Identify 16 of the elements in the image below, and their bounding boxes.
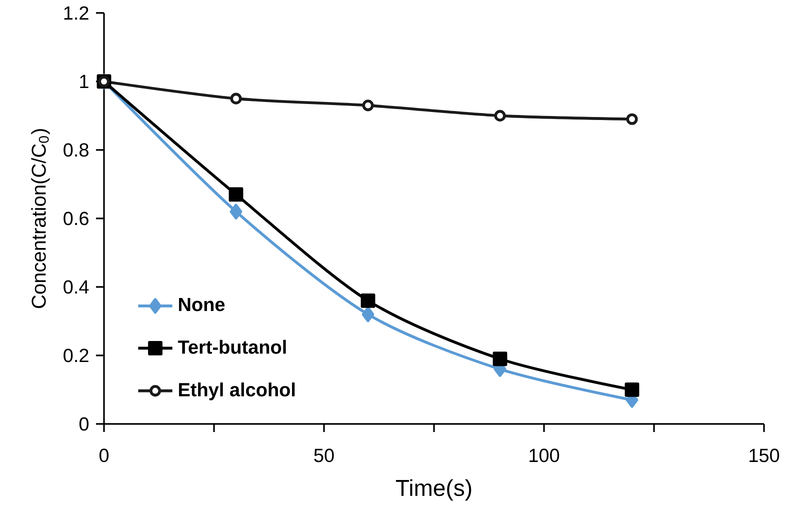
y-tick-label: 0 — [79, 417, 89, 431]
y-tick-label: 1.2 — [64, 6, 88, 20]
y-axis-title: Concentration(C/C$_{0}$) — [31, 129, 50, 308]
legend-label: None — [179, 298, 225, 312]
y-tick-label: 0.6 — [64, 212, 88, 226]
y-tick-label: 0.2 — [64, 348, 88, 362]
x-axis-title: Time(s) — [396, 479, 472, 501]
y-tick-label: 1 — [80, 74, 88, 88]
x-tick-label: 150 — [750, 448, 780, 462]
legend-label: Tert-butanol — [178, 340, 286, 354]
y-tick-label: 0.8 — [64, 143, 88, 157]
x-tick-label: 0 — [99, 448, 109, 462]
x-tick-label: 50 — [314, 448, 334, 462]
x-tick-label: 100 — [530, 448, 560, 462]
legend-label: Ethyl alcohol — [179, 382, 295, 400]
y-tick-label: 0.4 — [64, 280, 89, 294]
